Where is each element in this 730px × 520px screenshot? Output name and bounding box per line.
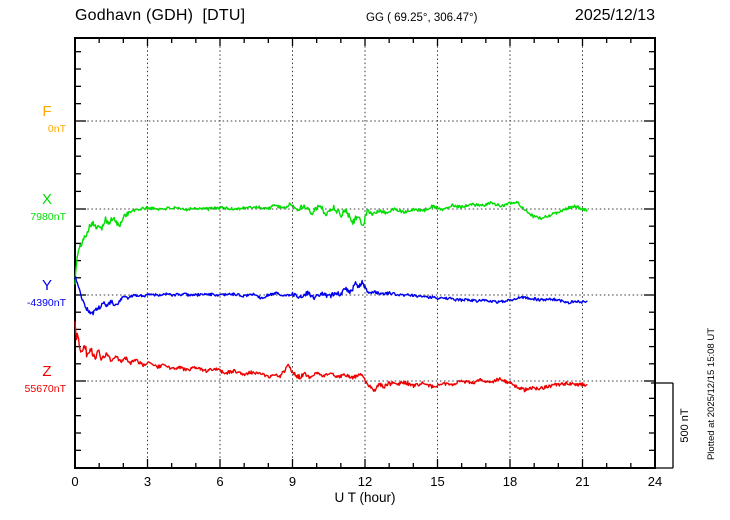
x-tick-label: 15	[430, 474, 444, 489]
component-baseline-value: 7980nT	[30, 211, 66, 223]
component-label-X: X 7980nT	[0, 191, 66, 223]
series-line-Z	[74, 321, 588, 393]
plotted-at-note: Plotted at 2025/12/15 15:08 UT	[706, 328, 717, 460]
series-line-Y	[74, 276, 588, 316]
x-axis-title: U T (hour)	[334, 490, 395, 505]
component-letter: Y	[41, 277, 52, 294]
component-baseline-value: 0nT	[47, 123, 66, 135]
component-baseline-value: 55670nT	[24, 383, 66, 395]
series-line-X	[74, 200, 588, 285]
x-tick-label: 24	[648, 474, 662, 489]
station-title: Godhavn (GDH) [DTU]	[75, 7, 246, 24]
x-tick-label: 3	[144, 474, 151, 489]
component-baseline-value: -4390nT	[26, 297, 66, 309]
component-letter: Z	[42, 363, 52, 380]
x-tick-label: 21	[575, 474, 589, 489]
component-label-Y: Y -4390nT	[0, 277, 66, 309]
x-tick-label: 0	[71, 474, 78, 489]
component-letter: F	[42, 103, 52, 120]
component-label-F: F 0nT	[0, 103, 66, 135]
component-label-Z: Z 55670nT	[0, 363, 66, 395]
x-tick-label: 12	[358, 474, 372, 489]
plot-date: 2025/12/13	[574, 7, 655, 24]
scale-bar-label: 500 nT	[679, 408, 691, 443]
geographic-coordinates: GG ( 69.25°, 306.47°)	[366, 12, 478, 24]
x-tick-label: 18	[503, 474, 517, 489]
component-letter: X	[41, 191, 52, 208]
x-tick-label: 6	[216, 474, 223, 489]
x-tick-label: 9	[289, 474, 296, 489]
